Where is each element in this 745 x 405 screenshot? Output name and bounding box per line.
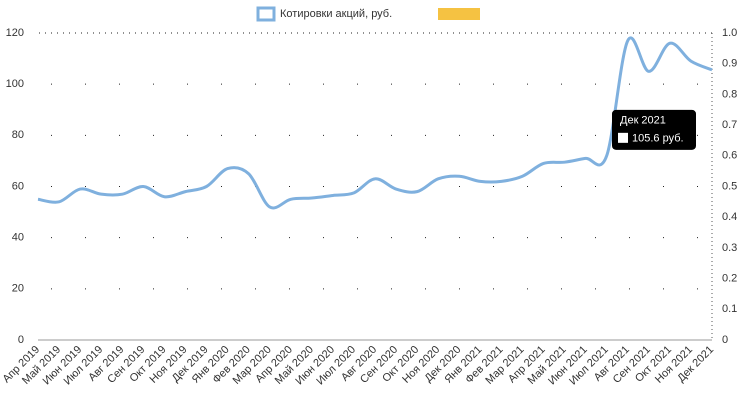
y-tick-label: 80 — [12, 129, 24, 141]
y-tick-label: 100 — [6, 78, 24, 90]
y2-tick-label: 0.1 — [722, 303, 737, 315]
y2-tick-label: 0.8 — [722, 88, 737, 100]
y2-tick-label: 0.7 — [722, 119, 737, 131]
tooltip-box — [612, 109, 696, 150]
y-tick-label: 0 — [18, 334, 24, 346]
tooltip-category: Дек 2021 — [620, 115, 666, 127]
y2-tick-label: 0.6 — [722, 150, 737, 162]
y-tick-label: 20 — [12, 283, 24, 295]
y2-tick-label: 0.5 — [722, 180, 737, 192]
y2-tick-label: 0 — [722, 334, 728, 346]
y-tick-label: 120 — [6, 27, 24, 39]
y2-tick-label: 0.2 — [722, 273, 737, 285]
y2-tick-label: 1.0 — [722, 27, 737, 39]
y2-tick-label: 0.4 — [722, 211, 737, 223]
legend-swatch-secondary[interactable] — [438, 8, 480, 20]
y2-tick-label: 0.3 — [722, 242, 737, 254]
y2-tick-label: 0.9 — [722, 58, 737, 70]
tooltip-value: 105.6 руб. — [632, 133, 684, 145]
y-tick-label: 60 — [12, 180, 24, 192]
tooltip: Дек 2021 105.6 руб. — [612, 109, 696, 150]
legend-swatch — [256, 6, 276, 22]
legend-label[interactable]: Котировки акций, руб. — [280, 8, 392, 20]
tooltip-swatch — [618, 132, 628, 143]
y-tick-label: 40 — [12, 232, 24, 244]
series-line — [37, 36, 713, 210]
